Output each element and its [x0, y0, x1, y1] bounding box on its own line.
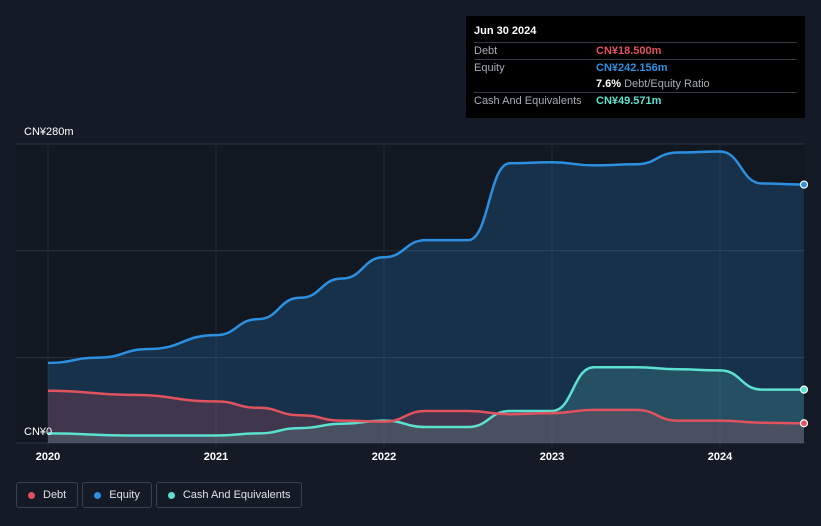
- x-tick-2024: 2024: [708, 451, 733, 463]
- tooltip-equity-label: Equity: [474, 62, 505, 74]
- gridlines: [16, 143, 805, 448]
- cash-and-equivalents-endpoint: [799, 385, 809, 394]
- legend-cash-dot: [167, 491, 175, 499]
- legend-item-debt[interactable]: Debt: [16, 482, 79, 508]
- x-tick-2020: 2020: [36, 451, 60, 463]
- tooltip-debt-row: Debt CN¥18.500m: [474, 42, 797, 59]
- equity-endpoint: [799, 180, 809, 189]
- legend-equity-dot: [94, 491, 102, 499]
- cash-and-equivalents-line: [47, 365, 804, 437]
- legend-item-equity[interactable]: Equity: [82, 482, 152, 508]
- tooltip-ratio-label: Debt/Equity Ratio: [624, 78, 710, 90]
- debt-endpoint: [799, 419, 809, 428]
- x-tick-2022: 2022: [372, 451, 396, 463]
- y-axis-top-label: CN¥280m: [24, 126, 74, 138]
- tooltip-debt-value: CN¥18.500m: [596, 45, 662, 57]
- tooltip-equity-value: CN¥242.156m: [596, 62, 668, 74]
- debt-line: [47, 389, 805, 425]
- tooltip-ratio-row: 7.6% Debt/Equity Ratio: [474, 76, 797, 92]
- tooltip-cash-label: Cash And Equivalents: [474, 95, 582, 107]
- legend: Debt Equity Cash And Equivalents: [16, 482, 303, 510]
- legend-debt-label: Debt: [43, 489, 67, 501]
- legend-equity-label: Equity: [109, 489, 140, 501]
- x-tick-2023: 2023: [540, 451, 564, 463]
- x-tick-2021: 2021: [204, 451, 228, 463]
- series-areas: [48, 151, 804, 443]
- tooltip-date: Jun 30 2024: [474, 25, 537, 37]
- y-axis-bottom-label: CN¥0: [24, 426, 52, 438]
- equity-line: [47, 150, 805, 365]
- series-endpoints: [799, 180, 809, 428]
- legend-debt-dot: [28, 491, 35, 499]
- series-lines: [47, 150, 805, 437]
- plot-area: [16, 144, 805, 443]
- legend-cash-label: Cash And Equivalents: [182, 489, 291, 501]
- tooltip-cash-row: Cash And Equivalents CN¥49.571m: [474, 92, 797, 109]
- tooltip-equity-row: Equity CN¥242.156m: [474, 59, 797, 76]
- tooltip-debt-label: Debt: [474, 45, 498, 57]
- x-axis-ticks: 2020 2021 2022 2023 2024: [36, 451, 733, 463]
- tooltip-cash-value: CN¥49.571m: [596, 95, 662, 107]
- cash-and-equivalents-area: [48, 367, 804, 443]
- equity-area: [48, 151, 804, 443]
- debt-area: [48, 390, 804, 443]
- legend-item-cash[interactable]: Cash And Equivalents: [155, 482, 303, 508]
- tooltip: Jun 30 2024 Debt CN¥18.500m Equity CN¥24…: [466, 16, 805, 118]
- tooltip-ratio-value: 7.6%: [596, 78, 622, 90]
